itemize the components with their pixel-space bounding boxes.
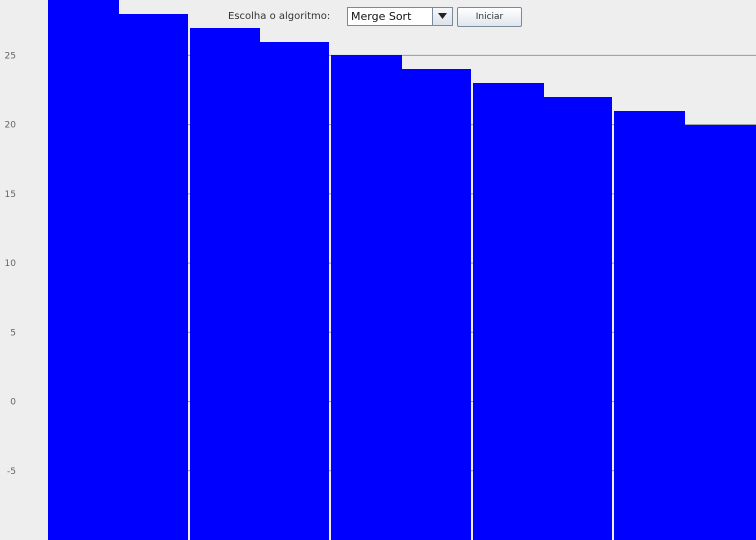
bar-9 <box>685 125 756 540</box>
y-tick-label-2: 5 <box>10 328 16 338</box>
y-tick-label-4: 15 <box>5 190 16 200</box>
y-tick-label-6: 25 <box>5 51 16 61</box>
bar-8 <box>614 111 685 540</box>
chevron-down-icon <box>438 13 447 19</box>
bar-6 <box>473 83 544 540</box>
bars <box>48 0 756 540</box>
y-tick-label-0: -5 <box>7 467 16 477</box>
bar-5 <box>402 69 471 540</box>
bar-3 <box>260 42 329 540</box>
algorithm-label: Escolha o algoritmo: <box>228 11 331 22</box>
bar-0 <box>48 0 119 540</box>
bar-1 <box>119 14 188 540</box>
toolbar: Escolha o algoritmo: Merge Sort Iniciar <box>0 0 756 34</box>
bar-2 <box>190 28 260 540</box>
bar-4 <box>331 55 402 540</box>
y-tick-label-5: 20 <box>5 121 17 131</box>
algorithm-select-value: Merge Sort <box>351 10 412 23</box>
y-tick-label-3: 10 <box>5 259 17 269</box>
start-button[interactable]: Iniciar <box>457 7 522 27</box>
dropdown-arrow-button[interactable] <box>432 8 452 25</box>
algorithm-select[interactable]: Merge Sort <box>347 7 453 26</box>
bar-7 <box>544 97 612 540</box>
y-axis-labels: -5 0 5 10 15 20 25 <box>5 51 17 476</box>
y-tick-label-1: 0 <box>10 398 16 408</box>
